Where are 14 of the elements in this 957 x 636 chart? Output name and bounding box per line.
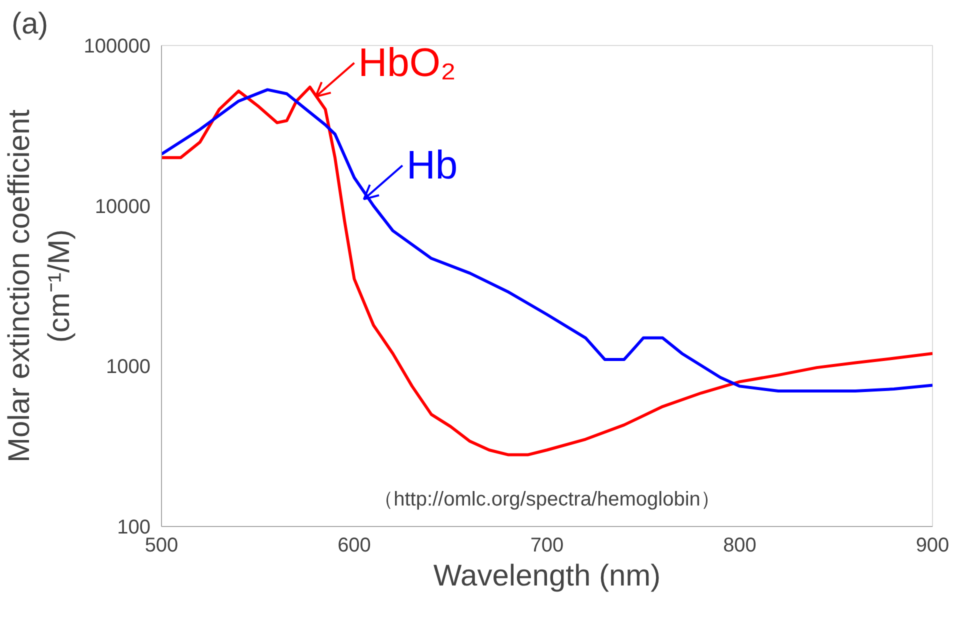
x-axis-title: Wavelength (nm)	[433, 560, 661, 592]
annotation: HbO₂	[358, 40, 456, 85]
line-series	[162, 88, 932, 393]
y-axis-title: Molar extinction coefficient (cm⁻¹/M)	[3, 108, 76, 462]
x-tick-label: 700	[530, 534, 564, 556]
y-tick-label: 100000	[84, 36, 151, 58]
y-tick-label: 1000	[106, 356, 151, 378]
x-tick-label: 900	[916, 534, 950, 556]
y-tick-label: 10000	[94, 196, 151, 218]
annotation: （http://omlc.org/spectra/hemoglobin）	[374, 488, 720, 510]
x-tick-label: 600	[338, 534, 371, 556]
annotation: Hb	[406, 144, 458, 188]
chart-title: (a)	[12, 8, 48, 40]
x-tick-label: 800	[723, 534, 756, 556]
